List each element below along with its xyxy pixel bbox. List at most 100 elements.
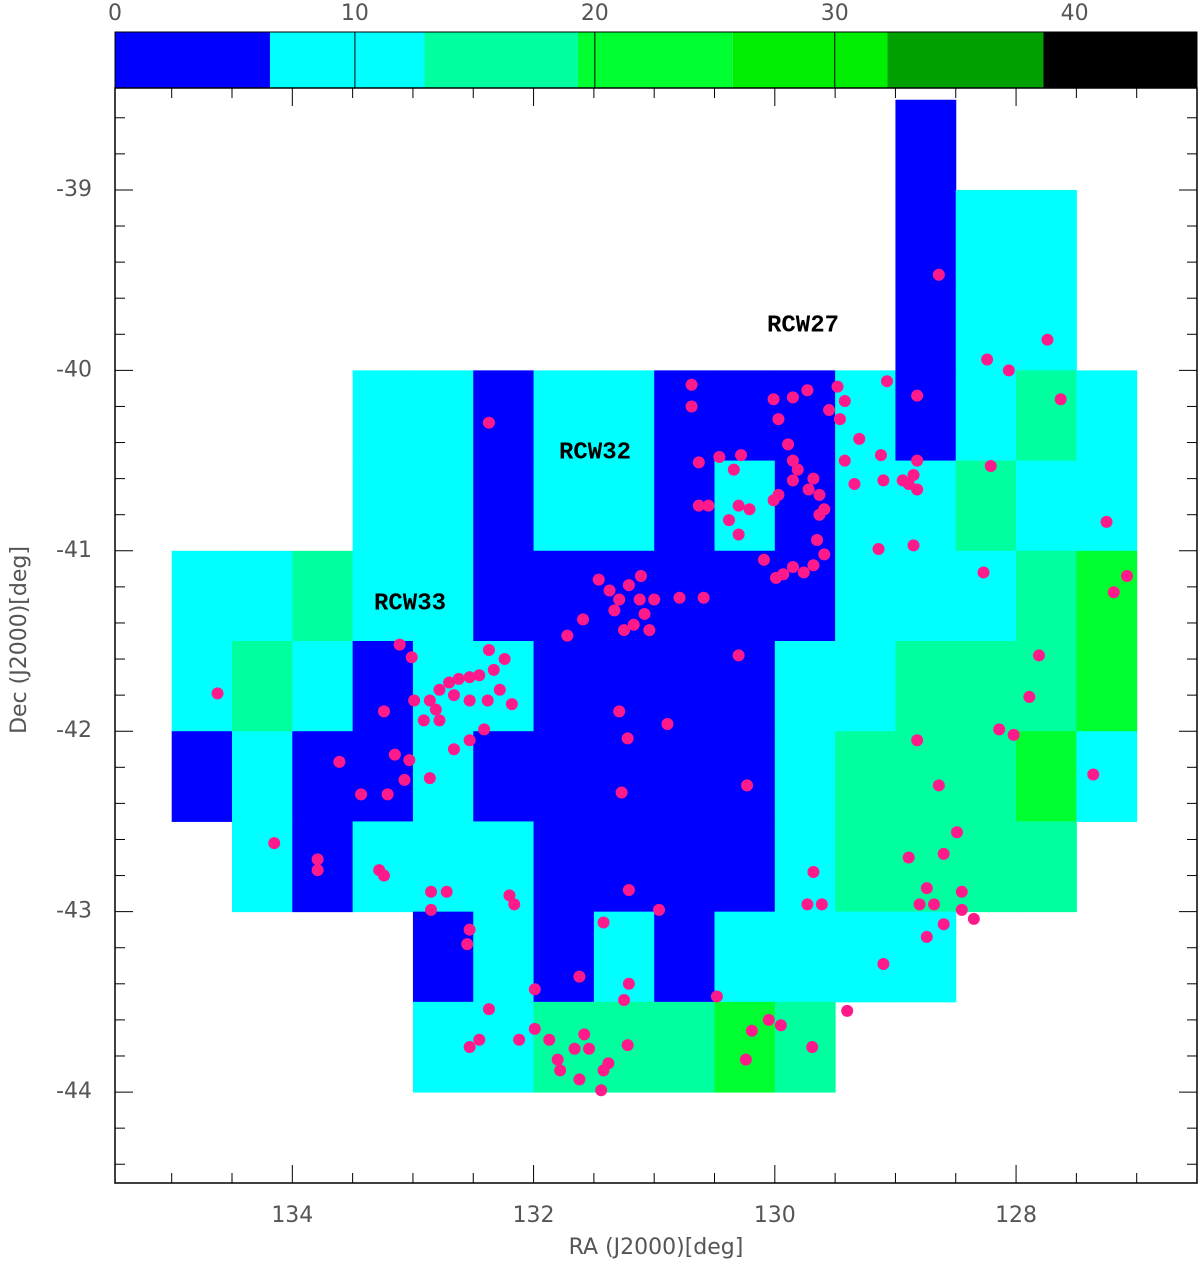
point: [487, 663, 500, 676]
colorbar-tick-label: 20: [581, 1, 609, 26]
heat-cell: [533, 370, 595, 462]
point: [702, 499, 715, 512]
point: [643, 624, 656, 637]
point: [633, 593, 646, 606]
annotation: RCW27: [767, 312, 839, 339]
point: [433, 683, 446, 696]
point: [543, 1033, 556, 1046]
point: [786, 561, 799, 574]
heat-cell: [292, 731, 354, 822]
x-tick-label: 128: [995, 1203, 1037, 1228]
point: [627, 618, 640, 631]
point: [1041, 333, 1054, 346]
point: [732, 649, 745, 662]
point: [767, 393, 780, 406]
point: [505, 698, 518, 711]
point: [528, 983, 541, 996]
point: [874, 449, 887, 462]
heat-cell: [352, 641, 414, 732]
heat-cell: [654, 821, 716, 913]
heat-cell: [955, 189, 1017, 281]
point: [408, 694, 421, 707]
heat-cell: [533, 460, 595, 552]
point: [613, 705, 626, 718]
point: [429, 703, 442, 716]
colorbar-segment: [424, 32, 579, 88]
point: [311, 864, 324, 877]
point: [815, 898, 828, 911]
point: [638, 607, 651, 620]
heat-cell: [654, 731, 716, 822]
colorbar-segment: [732, 32, 888, 88]
colorbar-segment: [578, 32, 733, 88]
point: [554, 1064, 567, 1077]
point: [333, 755, 346, 768]
point: [762, 1013, 775, 1026]
heat-cell: [352, 460, 414, 552]
y-tick-label: -42: [56, 718, 92, 743]
point: [673, 591, 686, 604]
point: [802, 483, 815, 496]
colorbar-tick-label: 10: [341, 1, 369, 26]
point: [403, 754, 416, 767]
point: [398, 773, 411, 786]
heat-cell: [714, 550, 776, 642]
point: [1121, 570, 1134, 583]
point: [1087, 768, 1100, 781]
heat-cell: [714, 821, 776, 913]
point: [608, 604, 621, 617]
colorbar-segment: [115, 32, 270, 88]
heat-cell: [473, 460, 535, 552]
point: [937, 847, 950, 860]
heat-cell: [835, 641, 896, 732]
point: [911, 389, 924, 402]
point: [634, 570, 647, 583]
point: [481, 694, 494, 707]
heat-cell: [774, 821, 836, 913]
y-tick-label: -43: [56, 899, 92, 924]
point: [955, 903, 968, 916]
heat-cell: [895, 280, 957, 371]
point: [807, 865, 820, 878]
point: [311, 853, 324, 866]
point: [692, 499, 705, 512]
point: [381, 788, 394, 801]
heat-cell: [412, 821, 474, 913]
heat-cell: [654, 641, 716, 732]
heat-cell: [895, 641, 957, 732]
heat-cell: [714, 911, 776, 1003]
heat-cell: [1016, 460, 1077, 552]
heat-cell: [412, 911, 474, 1003]
x-tick-label: 132: [513, 1203, 555, 1228]
point: [697, 591, 710, 604]
point: [482, 416, 495, 429]
point: [568, 1042, 581, 1055]
point: [932, 779, 945, 792]
point: [713, 450, 726, 463]
heat-cell: [232, 731, 293, 822]
x-tick-label: 130: [754, 1203, 796, 1228]
point: [911, 454, 924, 467]
heat-cell: [1016, 370, 1077, 462]
point: [907, 469, 920, 482]
annotation: RCW32: [559, 439, 631, 466]
heat-cell: [533, 911, 595, 1003]
heat-cell: [1016, 550, 1077, 642]
point: [473, 1033, 486, 1046]
point: [685, 378, 698, 391]
heat-cell: [473, 731, 535, 822]
heat-cell: [473, 911, 535, 1003]
heat-cell: [352, 370, 414, 462]
point: [482, 644, 495, 657]
y-tick-label: -40: [56, 357, 92, 382]
point: [920, 882, 933, 895]
heat-cell: [895, 370, 957, 462]
point: [791, 463, 804, 476]
heat-cell: [835, 821, 896, 913]
point: [913, 898, 926, 911]
point: [782, 438, 795, 451]
point: [461, 938, 474, 951]
point: [811, 533, 824, 546]
point: [1002, 364, 1015, 377]
point: [772, 488, 785, 501]
